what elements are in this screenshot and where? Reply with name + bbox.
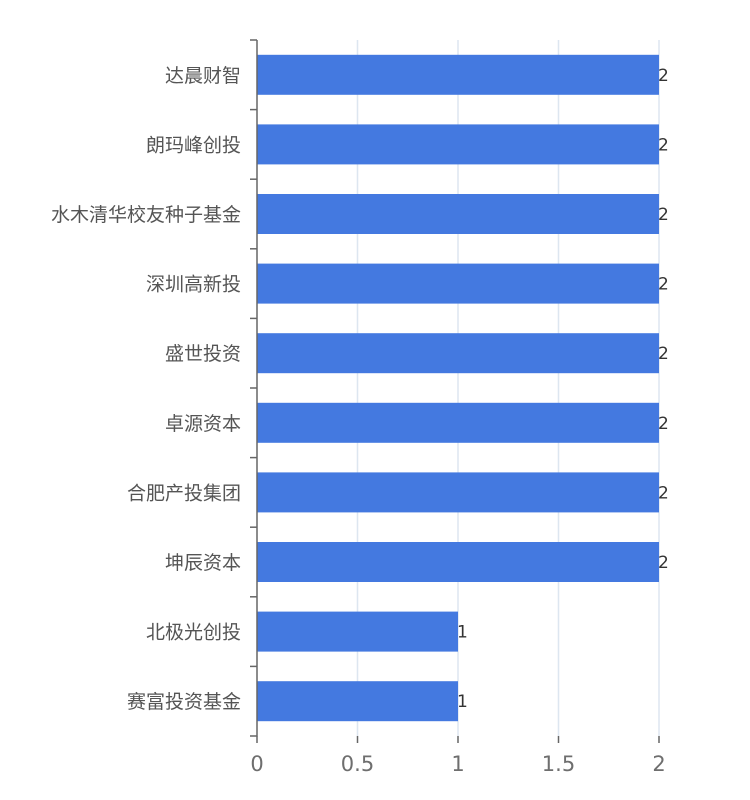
data-label: 2 <box>658 66 669 86</box>
x-tick-label: 2 <box>652 752 665 776</box>
data-label: 1 <box>457 623 468 643</box>
data-label: 2 <box>658 344 669 364</box>
x-tick-label: 1.5 <box>542 752 575 776</box>
bars <box>257 54 659 722</box>
bar <box>257 54 659 95</box>
category-label: 深圳高新投 <box>146 274 241 296</box>
category-label: 卓源资本 <box>165 413 241 435</box>
x-tick-label: 1 <box>451 752 464 776</box>
data-label: 2 <box>658 135 669 155</box>
data-label: 2 <box>658 275 669 295</box>
bar <box>257 542 659 582</box>
data-label: 2 <box>658 483 669 503</box>
bar <box>257 402 659 443</box>
bar <box>257 124 659 165</box>
x-tick-label: 0 <box>250 752 263 776</box>
bar <box>257 472 659 513</box>
x-tick-label: 0.5 <box>341 752 374 776</box>
category-label: 盛世投资 <box>165 343 241 365</box>
bar <box>257 333 659 374</box>
bar <box>257 681 458 722</box>
bar <box>257 194 659 234</box>
category-label: 水木清华校友种子基金 <box>51 204 241 226</box>
bar <box>257 263 659 304</box>
labels: 0 0.5 1 1.5 2 达晨财智 2 朗玛峰创投 2 水木清华校友种子基金 2 深圳高新投 2 盛世投… <box>51 65 669 776</box>
bar <box>257 611 458 652</box>
category-label: 北极光创投 <box>146 622 241 644</box>
category-label: 坤辰资本 <box>165 552 241 574</box>
category-label: 合肥产投集团 <box>127 482 241 504</box>
data-label: 1 <box>457 692 468 712</box>
category-label: 赛富投资基金 <box>127 691 241 713</box>
axes <box>250 39 660 743</box>
data-label: 2 <box>658 414 669 434</box>
category-label: 达晨财智 <box>165 65 241 87</box>
data-label: 2 <box>658 553 669 573</box>
data-label: 2 <box>658 205 669 225</box>
category-label: 朗玛峰创投 <box>146 134 241 156</box>
